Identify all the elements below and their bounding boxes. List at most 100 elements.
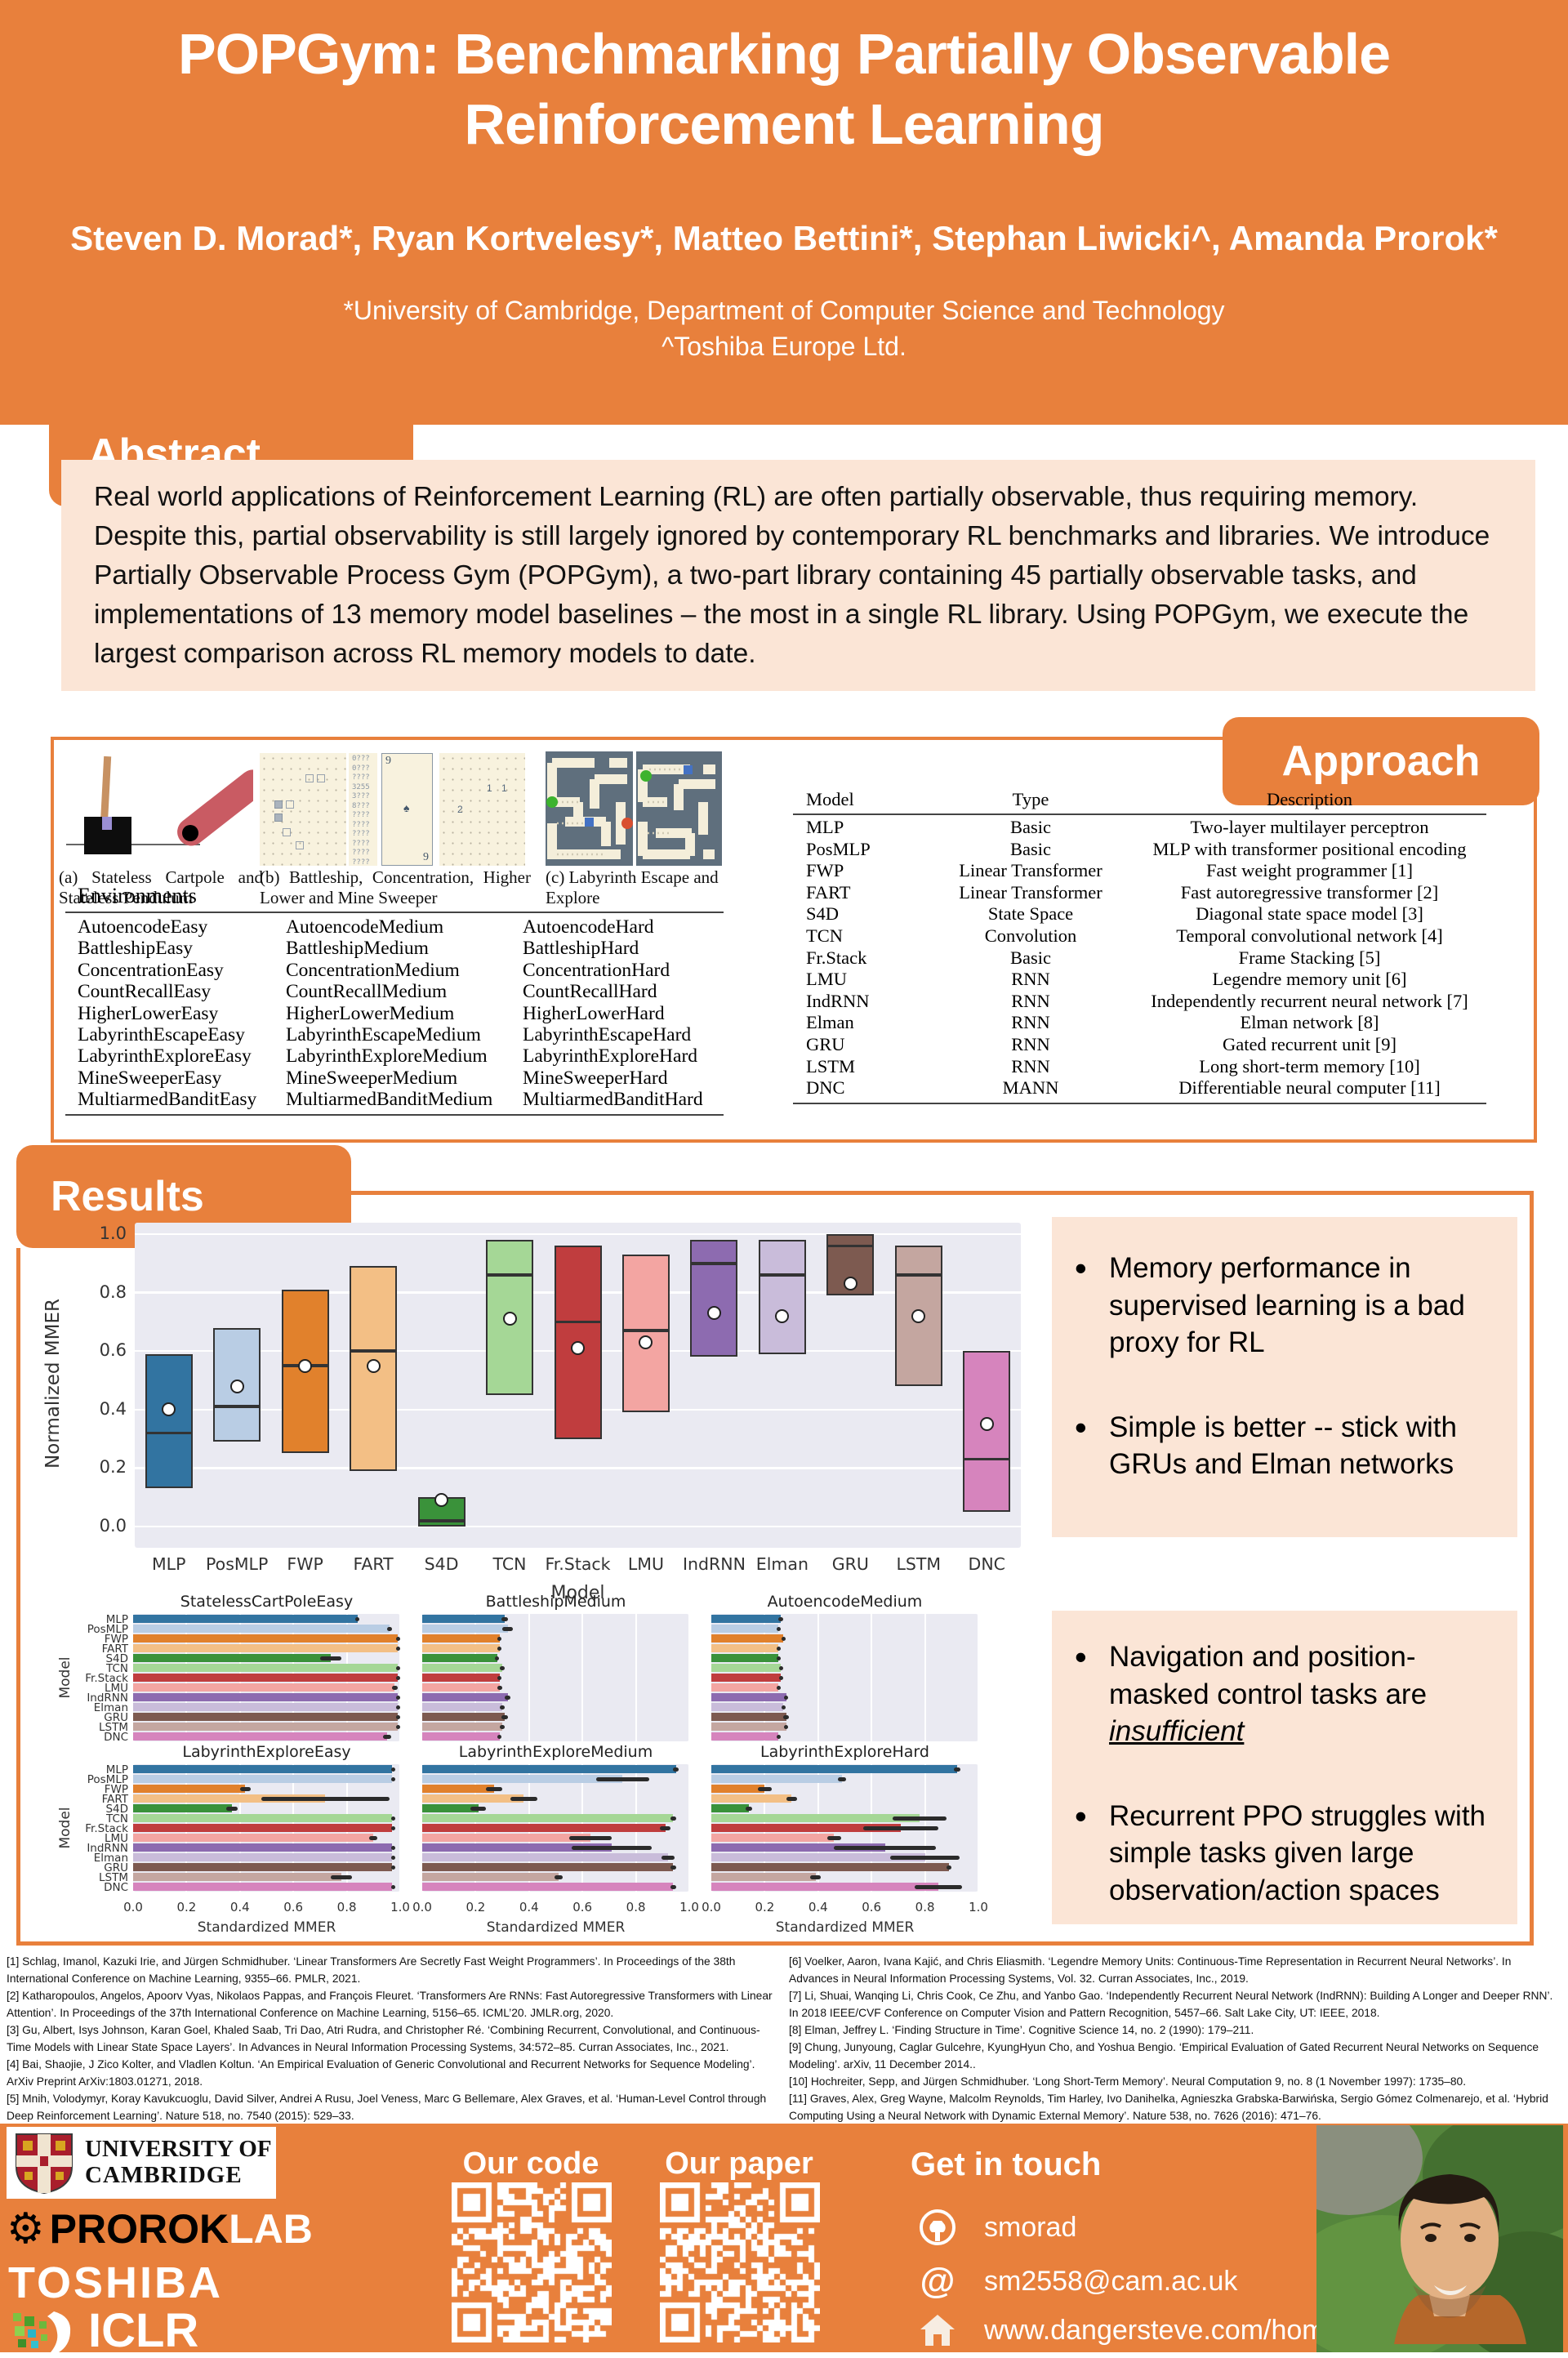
approach-section-label: Approach	[1223, 717, 1539, 805]
median-TCN	[486, 1273, 534, 1277]
bar-GRU	[133, 1863, 393, 1871]
caption-c: (c) Labyrinth Escape and Explore	[546, 867, 719, 907]
bar-LMU	[133, 1683, 395, 1692]
bar-GRU	[422, 1713, 506, 1721]
takeaway-item: Recurrent PPO struggles with simple task…	[1067, 1794, 1494, 1910]
boxplot-ytick: 0.6	[99, 1340, 127, 1361]
median-FWP	[281, 1364, 329, 1367]
boxplot-xtick: GRU	[831, 1554, 869, 1574]
environment-cell: LabyrinthEscapeHard	[523, 1023, 692, 1045]
bar-LMU	[711, 1834, 835, 1842]
models-table-cell: Elman	[806, 1012, 854, 1033]
bar-xtick: 0.4	[519, 1900, 539, 1914]
models-table-cell: Long short-term memory [10]	[1199, 1055, 1420, 1076]
references-right: [6] Voelker, Aaron, Ivana Kajić, and Chr…	[789, 1954, 1563, 2125]
github-row[interactable]: smorad	[919, 2209, 1076, 2246]
bar-DNC	[422, 1883, 674, 1891]
github-handle[interactable]: smorad	[984, 2211, 1077, 2243]
errorbar-TCN	[390, 1816, 395, 1821]
bar-PosMLP	[133, 1775, 393, 1783]
paper-qr[interactable]	[660, 2182, 820, 2342]
bar-gridline	[474, 1614, 477, 1741]
bar-FART	[422, 1794, 524, 1803]
models-table-cell: Elman network [8]	[1240, 1012, 1379, 1033]
bar-TCN	[711, 1664, 782, 1672]
bar-chart-area	[133, 1614, 400, 1741]
email-address[interactable]: sm2558@cam.ac.uk	[984, 2265, 1238, 2297]
bar-LMU	[711, 1683, 778, 1692]
code-qr[interactable]	[452, 2182, 612, 2342]
email-row[interactable]: @ sm2558@cam.ac.uk	[919, 2261, 1238, 2302]
box-LMU	[621, 1255, 670, 1413]
models-table-cell: State Space	[987, 903, 1074, 925]
mean-Elman	[775, 1308, 790, 1323]
bar-LMU	[422, 1683, 500, 1692]
bar-ytick: FART	[101, 1642, 128, 1656]
website-url[interactable]: www.dangersteve.com/home	[984, 2314, 1341, 2346]
boxplot-gridline	[135, 1291, 1021, 1294]
errorbar-FART	[776, 1646, 781, 1651]
website-row[interactable]: www.dangersteve.com/home	[919, 2313, 1341, 2347]
bar-xtick: 0.0	[123, 1900, 143, 1914]
reference-entry: [5] Mnih, Volodymyr, Koray Kavukcuoglu, …	[7, 2092, 767, 2122]
bar-chart-area	[711, 1614, 978, 1741]
errorbar-Elman	[396, 1705, 401, 1709]
models-table-cell: TCN	[806, 925, 843, 946]
takeaway-item: Simple is better -- stick with GRUs and …	[1067, 1406, 1494, 1483]
at-icon: @	[920, 2261, 956, 2301]
environment-cell: CountRecallMedium	[286, 981, 448, 1003]
bar-DNC	[422, 1732, 500, 1741]
header-banner: POPGym: Benchmarking Partially Observabl…	[0, 0, 1568, 425]
errorbar-Fr.Stack	[863, 1825, 938, 1830]
errorbar-LMU	[497, 1685, 503, 1690]
bar-chart-area	[133, 1764, 400, 1892]
median-LSTM	[894, 1273, 942, 1277]
bar-DNC	[133, 1883, 393, 1891]
boxplot-xtick: S4D	[424, 1554, 459, 1574]
models-table-cell: MLP	[806, 817, 844, 837]
digit-noise-line: ????	[352, 811, 370, 819]
bar-gridline	[871, 1764, 873, 1892]
takeaway-text: Recurrent PPO struggles with simple task…	[1109, 1799, 1486, 1906]
bar-Fr.Stack	[711, 1824, 902, 1832]
digit-noise-line: 8???	[352, 801, 370, 810]
models-table-rule-top	[793, 813, 1486, 815]
bar-FART	[422, 1644, 500, 1652]
bar-IndRNN	[422, 1693, 508, 1701]
errorbar-IndRNN	[396, 1695, 401, 1700]
bar-DNC	[133, 1732, 387, 1741]
errorbar-GRU	[946, 1865, 952, 1870]
reference-entry: [2] Katharopoulos, Angelos, Apoorv Vyas,…	[7, 1989, 773, 2019]
bar-MLP	[711, 1765, 957, 1773]
bar-ytick: LMU	[104, 1831, 128, 1845]
models-table-cell: PosMLP	[806, 838, 871, 859]
median-S4D	[417, 1519, 466, 1522]
bar-chart-title: LabyrinthExploreMedium	[458, 1743, 653, 1761]
boxplot-xtick: TCN	[492, 1554, 527, 1574]
bar-FART	[711, 1644, 778, 1652]
results-border-top	[314, 1191, 1534, 1195]
models-table-cell: LSTM	[806, 1055, 856, 1076]
boxplot-ytick: 0.8	[99, 1282, 127, 1302]
bar-LMU	[133, 1834, 374, 1842]
digit-noise-line: 3255	[352, 782, 370, 791]
box-DNC	[963, 1351, 1011, 1513]
models-table-cell: S4D	[806, 903, 840, 925]
errorbar-Elman	[661, 1855, 675, 1860]
figure-minesweeper: 1 1 2	[439, 753, 525, 866]
reference-entry: [9] Chung, Junyoung, Caglar Gulcehre, Ky…	[789, 2040, 1539, 2070]
figure-card: 9 ♠ 9	[381, 753, 433, 866]
bar-Elman	[711, 1703, 784, 1711]
environment-cell: HigherLowerHard	[523, 1002, 665, 1024]
errorbar-MLP	[501, 1616, 509, 1621]
caption-b: (b) Battleship, Concentration, Higher Lo…	[260, 867, 531, 907]
bar-ytick: GRU	[104, 1710, 128, 1724]
bar-GRU	[422, 1863, 674, 1871]
reference-entry: [3] Gu, Albert, Isys Johnson, Karan Goel…	[7, 2023, 760, 2053]
bar-gridline	[871, 1614, 873, 1741]
errorbar-GRU	[670, 1865, 676, 1870]
bar-FART	[133, 1644, 398, 1652]
bar-ytick: IndRNN	[87, 1691, 128, 1705]
models-table-cell: Fast autoregressive transformer [2]	[1180, 881, 1439, 903]
models-table-cell: MLP with transformer positional encoding	[1152, 838, 1467, 859]
